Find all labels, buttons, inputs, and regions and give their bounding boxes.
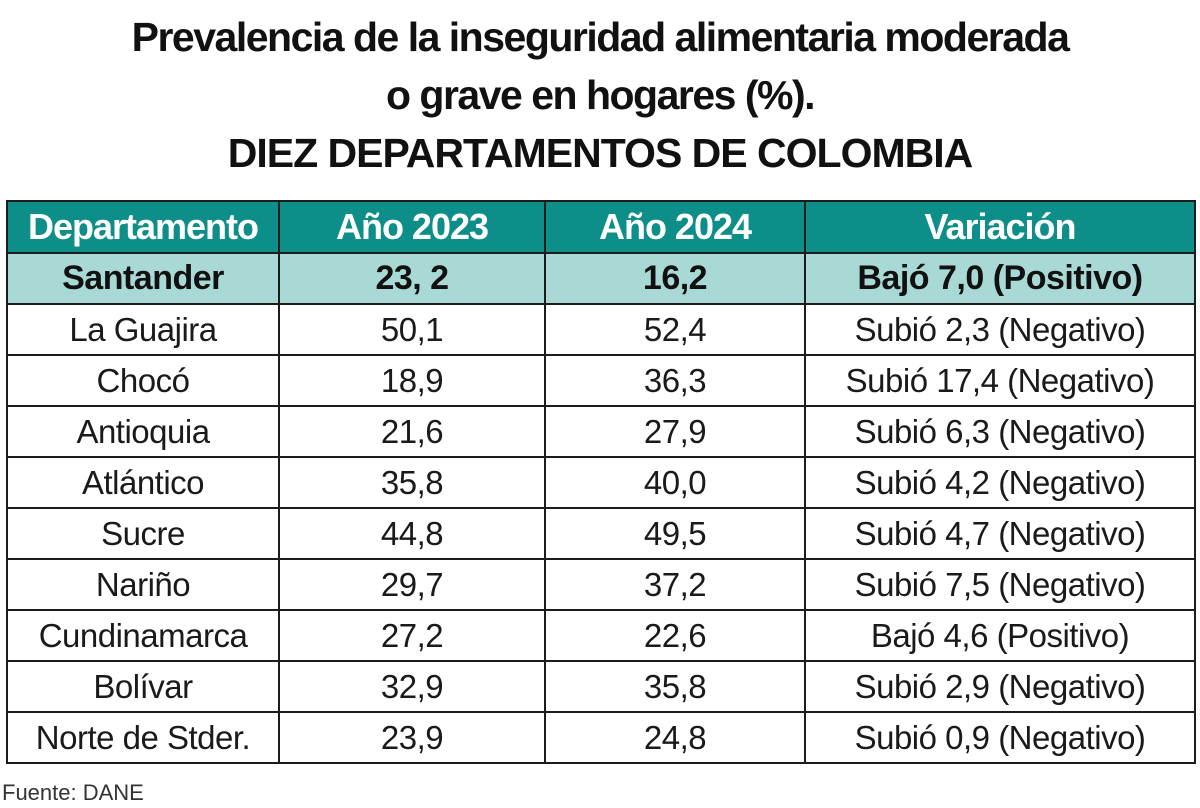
cell-variacion: Subió 4,2 (Negativo) [804,456,1196,509]
header-ano-2024: Año 2024 [544,200,806,254]
cell-departamento: Chocó [6,354,280,407]
cell-variacion: Subió 6,3 (Negativo) [804,405,1196,458]
data-table: Departamento Año 2023 Año 2024 Variación… [6,200,1196,764]
table-row: Bolívar 32,9 35,8 Subió 2,9 (Negativo) [6,660,1196,713]
cell-variacion: Subió 2,9 (Negativo) [804,660,1196,713]
cell-2024: 36,3 [544,354,806,407]
cell-2024: 22,6 [544,609,806,662]
cell-2024: 27,9 [544,405,806,458]
cell-2023: 27,2 [278,609,546,662]
cell-2023: 23, 2 [278,252,546,305]
cell-variacion: Bajó 4,6 (Positivo) [804,609,1196,662]
cell-departamento: Nariño [6,558,280,611]
table-row: Nariño 29,7 37,2 Subió 7,5 (Negativo) [6,558,1196,611]
title-line-2: o grave en hogares (%). [385,72,816,118]
cell-2024: 16,2 [544,252,806,305]
cell-variacion: Subió 0,9 (Negativo) [804,711,1196,764]
table-row-highlighted: Santander 23, 2 16,2 Bajó 7,0 (Positivo) [6,252,1196,305]
table-row: Cundinamarca 27,2 22,6 Bajó 4,6 (Positiv… [6,609,1196,662]
cell-2024: 24,8 [544,711,806,764]
cell-2023: 44,8 [278,507,546,560]
table-row: Antioquia 21,6 27,9 Subió 6,3 (Negativo) [6,405,1196,458]
cell-2023: 29,7 [278,558,546,611]
cell-2024: 49,5 [544,507,806,560]
cell-2023: 23,9 [278,711,546,764]
table-body: Santander 23, 2 16,2 Bajó 7,0 (Positivo)… [6,252,1196,764]
cell-departamento: La Guajira [6,303,280,356]
cell-variacion: Subió 4,7 (Negativo) [804,507,1196,560]
cell-departamento: Norte de Stder. [6,711,280,764]
header-variacion: Variación [804,200,1196,254]
cell-departamento: Antioquia [6,405,280,458]
cell-departamento: Bolívar [6,660,280,713]
cell-variacion: Subió 7,5 (Negativo) [804,558,1196,611]
header-row: Departamento Año 2023 Año 2024 Variación [6,200,1196,254]
table-row: Sucre 44,8 49,5 Subió 4,7 (Negativo) [6,507,1196,560]
cell-departamento: Sucre [6,507,280,560]
cell-2023: 50,1 [278,303,546,356]
cell-2024: 52,4 [544,303,806,356]
header-ano-2023: Año 2023 [278,200,546,254]
table-row: Atlántico 35,8 40,0 Subió 4,2 (Negativo) [6,456,1196,509]
cell-2023: 35,8 [278,456,546,509]
table-header: Departamento Año 2023 Año 2024 Variación [6,200,1196,254]
title-line-1: Prevalencia de la inseguridad alimentari… [131,14,1070,60]
cell-2023: 18,9 [278,354,546,407]
cell-2023: 32,9 [278,660,546,713]
chart-title: Prevalencia de la inseguridad alimentari… [0,8,1200,182]
cell-2023: 21,6 [278,405,546,458]
cell-departamento: Atlántico [6,456,280,509]
cell-2024: 40,0 [544,456,806,509]
cell-variacion: Bajó 7,0 (Positivo) [804,252,1196,305]
table-row: Norte de Stder. 23,9 24,8 Subió 0,9 (Neg… [6,711,1196,764]
cell-variacion: Subió 17,4 (Negativo) [804,354,1196,407]
title-line-3: DIEZ DEPARTAMENTOS DE COLOMBIA [227,130,973,176]
cell-departamento: Cundinamarca [6,609,280,662]
source-note: Fuente: DANE [2,780,144,805]
cell-variacion: Subió 2,3 (Negativo) [804,303,1196,356]
cell-2024: 37,2 [544,558,806,611]
cell-departamento: Santander [6,252,280,305]
cell-2024: 35,8 [544,660,806,713]
header-departamento: Departamento [6,200,280,254]
table-row: La Guajira 50,1 52,4 Subió 2,3 (Negativo… [6,303,1196,356]
table-row: Chocó 18,9 36,3 Subió 17,4 (Negativo) [6,354,1196,407]
